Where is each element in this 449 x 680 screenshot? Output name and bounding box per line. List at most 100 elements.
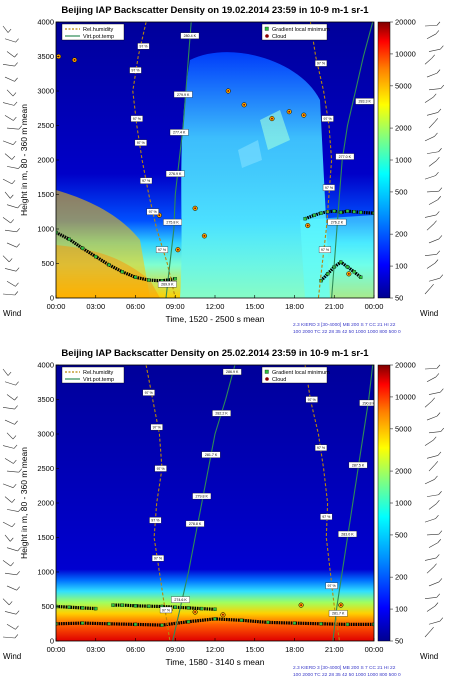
x-tick-label: 12:00	[206, 645, 225, 654]
wind-barb-flag	[434, 259, 439, 264]
value-tag-label: 97 %	[137, 141, 146, 145]
value-tag-box	[169, 129, 189, 136]
wind-barb	[428, 391, 441, 395]
colorbar-tick-label: 2000	[395, 467, 412, 476]
value-tag: 97 %	[318, 246, 332, 253]
gradient-min-point	[133, 604, 138, 608]
y-tick-label: 500	[41, 259, 54, 268]
x-tick-label: 00:00	[365, 645, 384, 654]
chart-title: Beijing IAP Backscatter Density on 19.02…	[61, 5, 369, 16]
cloud-point-core	[158, 214, 161, 217]
wind-barb-flag	[16, 586, 20, 591]
gradient-min-point	[352, 210, 356, 214]
colorbar-tick-label: 5000	[395, 424, 412, 433]
wind-barb	[428, 121, 436, 129]
wind-barb-flag	[435, 30, 440, 35]
value-tag-label: 290.8 K	[363, 401, 376, 405]
wind-barb-flag	[10, 194, 14, 199]
value-tag-box	[325, 582, 338, 589]
y-tick-label: 0	[50, 637, 54, 646]
wind-barb-flag	[437, 539, 442, 543]
wind-barb-flag	[437, 451, 442, 456]
cloud-point-core	[339, 604, 342, 607]
y-tick-label: 3500	[37, 52, 54, 61]
wind-barb-flag	[8, 601, 13, 606]
wind-barb-flag	[430, 283, 434, 288]
gradient-min-point	[352, 270, 356, 274]
value-tag-box	[305, 396, 318, 403]
wind-barb	[424, 518, 436, 523]
wind-barb-flag	[440, 427, 445, 432]
wind-barb	[4, 458, 14, 464]
value-tag: 97 %	[129, 67, 142, 74]
wind-barb	[426, 72, 438, 78]
wind-barb	[4, 153, 13, 160]
wind-barb	[4, 191, 11, 199]
value-tag: 97 %	[142, 389, 155, 396]
wind-barb-flag	[436, 412, 441, 417]
wind-barb-flag	[439, 617, 444, 622]
wind-barb	[2, 25, 9, 33]
gradient-min-point	[345, 265, 350, 269]
gradient-min-point	[325, 272, 330, 276]
value-tag-label: 278.8 K	[189, 522, 202, 526]
wind-barb-flag	[14, 634, 19, 639]
wind-barb	[424, 175, 436, 180]
value-tag-label: 97 %	[157, 467, 166, 471]
wind-barb-flag	[432, 436, 437, 441]
x-tick-label: 03:00	[86, 302, 105, 311]
y-axis-label: Height in m, 80 - 360 m mean	[19, 447, 29, 559]
legend-rel-humidity: Rel.humidity	[83, 27, 114, 33]
wind-barb	[428, 431, 441, 434]
value-tag-box	[314, 444, 328, 451]
gradient-min-point	[303, 216, 307, 221]
cloud-point-core	[347, 272, 350, 275]
y-tick-label: 500	[41, 602, 54, 611]
chart-2-series: 97 % 97 % 97 % 97 % 97 % 97 % 286.9 K 282.2 K 28…	[56, 365, 376, 641]
x-tick-label: 00:00	[47, 645, 66, 654]
value-tag-label: 97 %	[154, 557, 163, 561]
value-tag-label: 283.3 K	[359, 100, 372, 104]
value-tag-label: 281.7 K	[205, 453, 218, 457]
wind-barb-flag	[434, 118, 439, 122]
value-tag-label: 97 %	[325, 186, 334, 190]
wind-barb-flag	[437, 196, 442, 200]
wind-barb	[424, 287, 431, 295]
heatmap-field	[56, 365, 374, 641]
wind-barb	[2, 140, 14, 145]
aerosol-layer-line	[304, 209, 374, 221]
wind-barb	[424, 254, 437, 257]
virt-pot-temp-line	[332, 365, 374, 641]
gradient-min-point	[107, 622, 111, 626]
footer-line-1: 2.3 KIERD 3 [30-4000] MB 200 S 7 CC 21 H…	[293, 322, 396, 328]
wind-barb-flag	[17, 547, 21, 552]
value-tag-box	[163, 218, 182, 226]
wind-barb	[424, 58, 432, 65]
value-tag: 278.8 K	[185, 520, 205, 527]
value-tag-label: 277.4 K	[173, 131, 186, 135]
gradient-min-point	[266, 620, 270, 625]
colorbar-tick-label: 2000	[395, 124, 412, 133]
wind-barb	[428, 48, 441, 52]
legend-virt-pot-temp: Virt.pot.temp	[83, 34, 114, 40]
x-ticks: 00:00 03:00 06:00 09:00 12:00 15:00 18:00 21:00…	[47, 638, 384, 654]
gradient-min-point	[186, 606, 191, 610]
y-tick-label: 2500	[37, 121, 54, 130]
legend-cloud: Cloud	[272, 34, 286, 40]
value-tag-box	[171, 596, 190, 603]
wind-barb-flag	[14, 77, 18, 82]
gradient-min-point	[359, 275, 363, 279]
value-tag-label: 97 %	[324, 117, 333, 121]
wind-barb-flag	[13, 101, 18, 106]
wind-barb-flag	[11, 180, 16, 185]
wind-barb	[4, 381, 16, 386]
value-tag-box	[348, 461, 368, 469]
wind-barb	[2, 598, 10, 606]
wind-barb-flag	[14, 53, 18, 58]
wind-barb	[4, 534, 11, 542]
value-tag: 282.2 K	[212, 410, 231, 417]
value-tag: 97 %	[320, 513, 333, 520]
wind-barb	[4, 115, 14, 121]
value-tag-label: 97 %	[133, 117, 142, 121]
